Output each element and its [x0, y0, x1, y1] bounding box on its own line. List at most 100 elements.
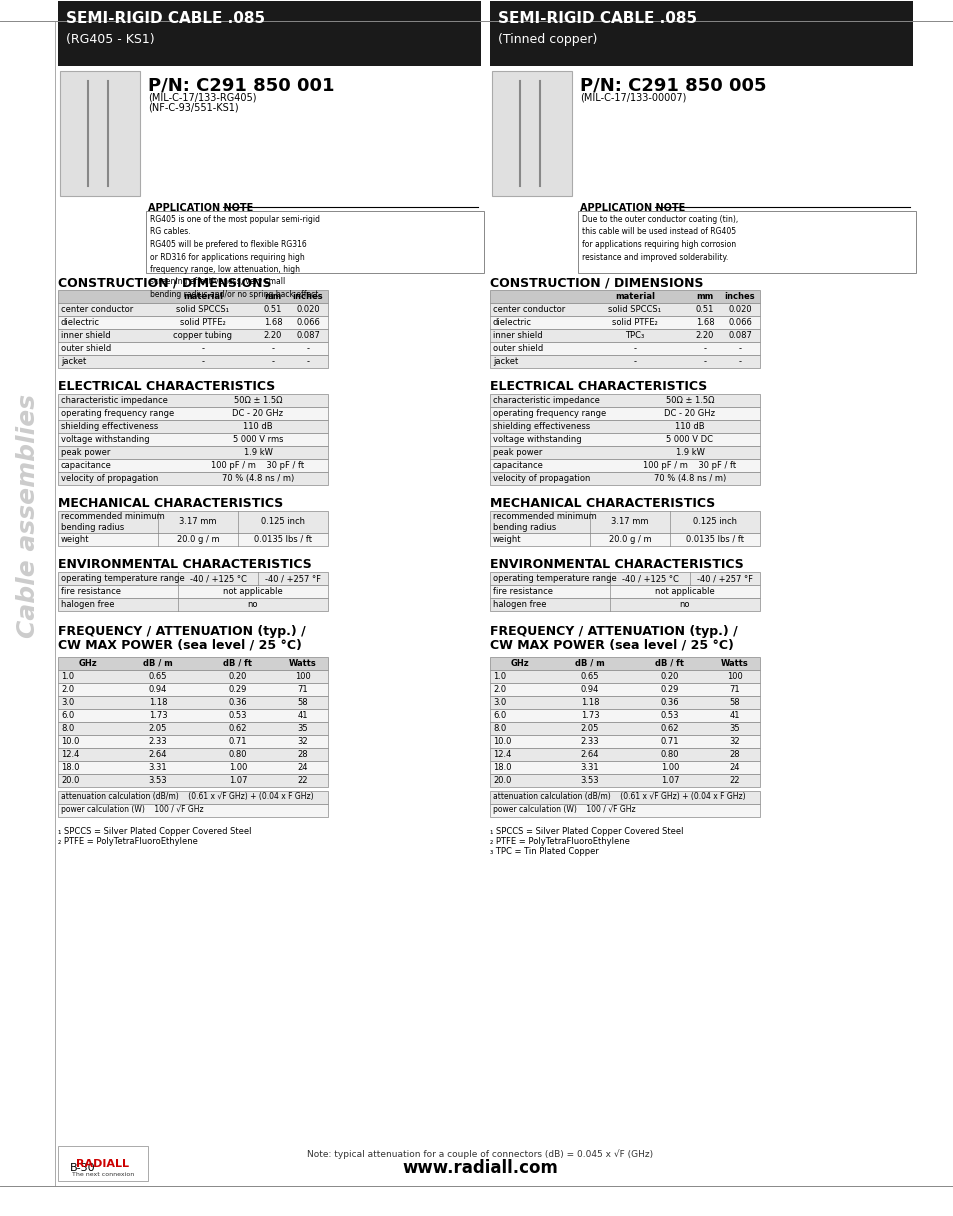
Text: 10.0: 10.0: [493, 737, 511, 745]
Text: -40 / +257 °F: -40 / +257 °F: [697, 574, 752, 582]
Text: GHz: GHz: [78, 659, 97, 668]
Text: -: -: [306, 344, 309, 353]
Bar: [58, 775, 328, 787]
Text: power calculation (W)    100 / √F GHz: power calculation (W) 100 / √F GHz: [493, 805, 635, 815]
Text: 1.0: 1.0: [61, 672, 74, 681]
Text: ₃ TPC = Tin Plated Copper: ₃ TPC = Tin Plated Copper: [490, 848, 598, 856]
Bar: [490, 533, 760, 546]
Bar: [58, 511, 328, 533]
Text: operating temperature range: operating temperature range: [493, 574, 616, 582]
Text: 0.51: 0.51: [264, 305, 282, 314]
Text: 10.0: 10.0: [61, 737, 79, 745]
Bar: [58, 657, 328, 670]
Text: dB / m: dB / m: [143, 659, 172, 668]
Bar: [490, 420, 760, 433]
Text: TPC₃: TPC₃: [625, 331, 644, 340]
Bar: [58, 709, 328, 722]
Text: not applicable: not applicable: [655, 587, 714, 596]
Bar: [490, 355, 760, 368]
Text: 6.0: 6.0: [493, 711, 506, 720]
Text: 2.0: 2.0: [61, 685, 74, 694]
Text: P/N: C291 850 001: P/N: C291 850 001: [148, 75, 335, 94]
Text: APPLICATION NOTE: APPLICATION NOTE: [148, 203, 253, 213]
Bar: [58, 670, 328, 683]
Text: RG405 is one of the most popular semi-rigid
RG cables.
RG405 will be prefered to: RG405 is one of the most popular semi-ri…: [150, 215, 320, 299]
Text: FREQUENCY / ATTENUATION (typ.) /: FREQUENCY / ATTENUATION (typ.) /: [58, 625, 305, 638]
Text: 2.20: 2.20: [695, 331, 714, 340]
Bar: [490, 790, 760, 804]
Bar: [490, 342, 760, 355]
Bar: [490, 722, 760, 734]
Text: www.radiall.com: www.radiall.com: [401, 1159, 558, 1177]
Text: (MIL-C-17/133-00007): (MIL-C-17/133-00007): [579, 92, 685, 103]
Text: 1.07: 1.07: [229, 776, 247, 786]
Text: dielectric: dielectric: [61, 319, 100, 327]
Text: copper tubing: copper tubing: [173, 331, 233, 340]
Text: 1.00: 1.00: [229, 762, 247, 772]
Bar: [490, 761, 760, 775]
Bar: [490, 407, 760, 420]
Text: mm: mm: [264, 292, 281, 302]
Text: 20.0 g / m: 20.0 g / m: [176, 535, 219, 544]
Text: fire resistance: fire resistance: [61, 587, 121, 596]
Text: 0.94: 0.94: [149, 685, 167, 694]
Text: 22: 22: [297, 776, 308, 786]
Text: outer shield: outer shield: [493, 344, 542, 353]
Text: 0.125 inch: 0.125 inch: [261, 518, 305, 527]
Bar: [58, 748, 328, 761]
Text: 1.07: 1.07: [660, 776, 679, 786]
Text: 0.80: 0.80: [229, 750, 247, 759]
Text: 28: 28: [729, 750, 740, 759]
Bar: [58, 407, 328, 420]
Text: capacitance: capacitance: [61, 461, 112, 471]
Text: 12.4: 12.4: [493, 750, 511, 759]
Text: 71: 71: [297, 685, 308, 694]
Text: ENVIRONMENTAL CHARACTERISTICS: ENVIRONMENTAL CHARACTERISTICS: [490, 558, 743, 572]
Text: 0.066: 0.066: [295, 319, 319, 327]
Text: 0.020: 0.020: [295, 305, 319, 314]
Bar: [490, 303, 760, 316]
Text: SEMI-RIGID CABLE .085: SEMI-RIGID CABLE .085: [66, 11, 265, 26]
Text: 1.0: 1.0: [493, 672, 506, 681]
Text: -: -: [306, 358, 309, 366]
Text: 1.9 kW: 1.9 kW: [243, 447, 273, 457]
Text: Watts: Watts: [289, 659, 316, 668]
Text: 12.4: 12.4: [61, 750, 79, 759]
Text: CONSTRUCTION / DIMENSIONS: CONSTRUCTION / DIMENSIONS: [490, 276, 702, 289]
Text: shielding effectiveness: shielding effectiveness: [493, 422, 590, 430]
Text: ₂ PTFE = PolyTetraFluoroEthylene: ₂ PTFE = PolyTetraFluoroEthylene: [490, 837, 629, 846]
Bar: [58, 722, 328, 734]
Text: material: material: [183, 292, 223, 302]
Text: 32: 32: [729, 737, 740, 745]
Bar: [490, 734, 760, 748]
Text: 41: 41: [297, 711, 308, 720]
Text: 1.73: 1.73: [149, 711, 167, 720]
Text: ENVIRONMENTAL CHARACTERISTICS: ENVIRONMENTAL CHARACTERISTICS: [58, 558, 312, 572]
Text: Note: typical attenuation for a couple of connectors (dB) = 0.045 x √F (GHz): Note: typical attenuation for a couple o…: [307, 1149, 653, 1159]
Bar: [58, 289, 328, 303]
Text: inner shield: inner shield: [61, 331, 111, 340]
Bar: [490, 316, 760, 330]
Text: 2.33: 2.33: [149, 737, 167, 745]
Text: 8.0: 8.0: [493, 724, 506, 733]
Text: 35: 35: [297, 724, 308, 733]
Text: -: -: [201, 358, 204, 366]
Text: 0.62: 0.62: [660, 724, 679, 733]
Bar: [490, 1, 912, 66]
Text: 32: 32: [297, 737, 308, 745]
Text: 20.0: 20.0: [61, 776, 79, 786]
Text: dB / m: dB / m: [575, 659, 604, 668]
Text: 28: 28: [297, 750, 308, 759]
Text: FREQUENCY / ATTENUATION (typ.) /: FREQUENCY / ATTENUATION (typ.) /: [490, 625, 737, 638]
Text: ₂ PTFE = PolyTetraFluoroEthylene: ₂ PTFE = PolyTetraFluoroEthylene: [58, 837, 197, 846]
Text: solid PTFE₂: solid PTFE₂: [180, 319, 226, 327]
Text: 3.31: 3.31: [149, 762, 167, 772]
Text: ELECTRICAL CHARACTERISTICS: ELECTRICAL CHARACTERISTICS: [58, 379, 275, 393]
Bar: [490, 330, 760, 342]
Bar: [490, 394, 760, 407]
Text: 1.68: 1.68: [695, 319, 714, 327]
Text: -: -: [702, 344, 706, 353]
Text: center conductor: center conductor: [61, 305, 133, 314]
Text: weight: weight: [61, 535, 90, 544]
Text: DC - 20 GHz: DC - 20 GHz: [664, 409, 715, 418]
